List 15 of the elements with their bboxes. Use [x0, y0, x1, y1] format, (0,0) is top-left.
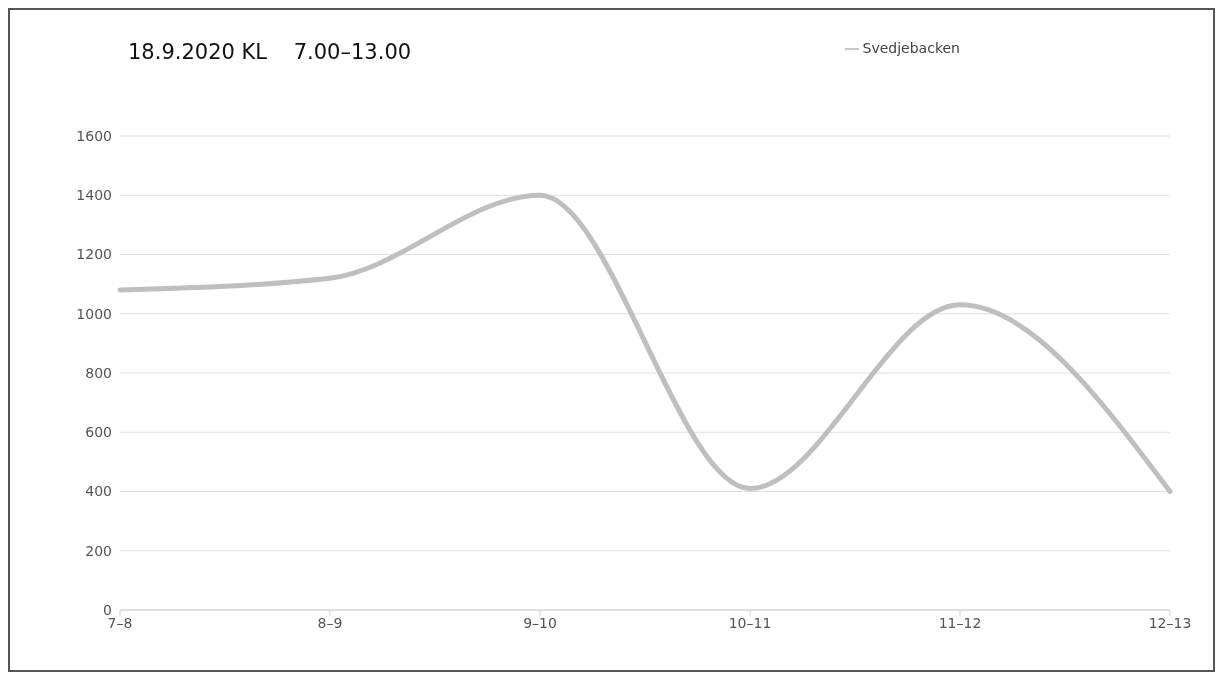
- y-tick-label: 1000: [76, 305, 112, 322]
- x-tick-label: 9–10: [523, 614, 557, 631]
- y-tick-label: 200: [85, 542, 112, 559]
- chart-title: 18.9.2020 KL 7.00–13.00: [128, 40, 412, 64]
- x-tick-label: 11–12: [938, 614, 982, 631]
- x-tick-label: 12–13: [1148, 614, 1192, 631]
- y-tick-label: 400: [85, 483, 112, 500]
- x-tick-label: 10–11: [728, 614, 772, 631]
- y-tick-label: 1600: [76, 127, 112, 144]
- x-tick-label: 8–9: [317, 614, 343, 631]
- y-tick-label: 600: [85, 424, 112, 441]
- y-tick-label: 800: [85, 364, 112, 381]
- y-tick-label: 1200: [76, 246, 112, 263]
- legend-label: Svedjebacken: [862, 40, 960, 56]
- y-tick-label: 1400: [76, 187, 112, 204]
